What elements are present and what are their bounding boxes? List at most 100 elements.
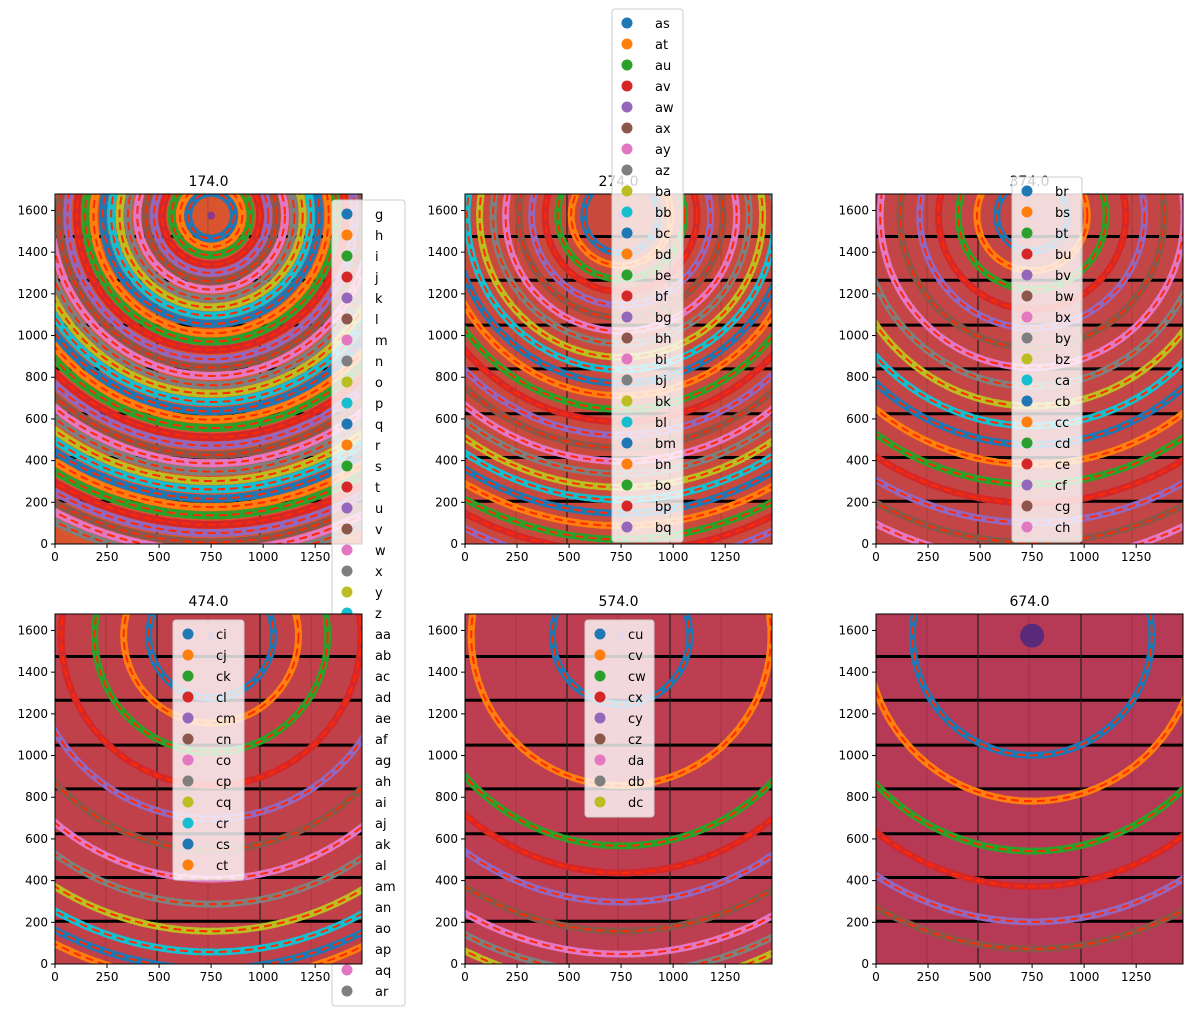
- legend-marker: [1021, 521, 1033, 533]
- y-tick-label: 1000: [427, 329, 458, 343]
- subplot-title: 174.0: [188, 174, 228, 190]
- ring-fit-overlay: [55, 298, 362, 395]
- legend-marker: [341, 460, 353, 472]
- y-tick-label: 1200: [17, 707, 48, 721]
- ring-fit-overlay: [530, 194, 712, 307]
- legend-label-ae: ae: [375, 712, 391, 727]
- y-tick-label: 1000: [17, 329, 48, 343]
- x-tick-label: 1250: [1121, 970, 1152, 984]
- legend-label-v: v: [375, 523, 383, 538]
- legend-marker: [182, 691, 194, 703]
- x-tick-label: 750: [610, 550, 633, 564]
- legend-marker: [341, 523, 353, 535]
- legend-label-cg: cg: [1055, 500, 1070, 515]
- y-tick-label: 200: [435, 495, 458, 509]
- y-tick-label: 1400: [17, 665, 48, 679]
- y-tick-label: 600: [435, 832, 458, 846]
- legend-marker: [341, 502, 353, 514]
- legend-marker: [1021, 332, 1033, 344]
- legend-label-cw: cw: [628, 670, 646, 685]
- legend-label-bb: bb: [655, 206, 672, 221]
- legend-label-bd: bd: [655, 248, 672, 263]
- legend-marker: [341, 208, 353, 220]
- legend-label-k: k: [375, 292, 383, 307]
- y-tick-label: 800: [846, 370, 869, 384]
- ring-fit-overlay: [975, 194, 1089, 272]
- y-tick-label: 400: [25, 454, 48, 468]
- legend-label-s: s: [375, 460, 382, 475]
- x-tick-label: 1000: [658, 550, 689, 564]
- legend-marker: [621, 437, 633, 449]
- y-tick-label: 1200: [838, 707, 869, 721]
- y-tick-label: 800: [435, 370, 458, 384]
- legend-label-aw: aw: [655, 101, 674, 116]
- legend-marker: [594, 733, 606, 745]
- ring-fit-overlay: [55, 909, 362, 953]
- ring-fit-overlay: [556, 194, 686, 281]
- legend-label-aj: aj: [375, 817, 387, 832]
- legend-marker: [341, 229, 353, 241]
- ring-fit-overlay: [504, 194, 738, 333]
- x-tick-label: 250: [506, 550, 529, 564]
- legend-label-bt: bt: [1055, 227, 1068, 242]
- legend-label-bm: bm: [655, 437, 676, 452]
- legend-marker: [341, 586, 353, 598]
- legend-marker: [182, 838, 194, 850]
- legend-marker: [1021, 374, 1033, 386]
- legend-label-bf: bf: [655, 290, 668, 305]
- legend-label-l: l: [375, 313, 379, 328]
- ring-fit-overlay: [55, 450, 362, 500]
- legend-marker: [621, 500, 633, 512]
- legend-label-cz: cz: [628, 733, 642, 748]
- legend-marker: [621, 164, 633, 176]
- x-tick-label: 250: [96, 550, 119, 564]
- x-tick-label: 250: [506, 970, 529, 984]
- legend-label-cp: cp: [216, 775, 231, 790]
- ring-fit-overlay: [957, 194, 1107, 291]
- legend-marker: [621, 38, 633, 50]
- legend-marker: [1021, 479, 1033, 491]
- legend-marker: [621, 416, 633, 428]
- legend-label-bw: bw: [1055, 290, 1074, 305]
- y-tick-label: 1200: [427, 287, 458, 301]
- legend-label-ai: ai: [375, 796, 387, 811]
- y-tick-label: 600: [846, 832, 869, 846]
- ring-fit-overlay: [55, 490, 362, 534]
- legend-label-ad: ad: [375, 691, 391, 706]
- subplot-6: 0 250 500 750 1000 1250 0 200 400 600 800 1000 1200 1…: [838, 594, 1184, 984]
- legend-marker: [621, 521, 633, 533]
- legend-frame: [1011, 176, 1083, 543]
- beam-center: [207, 211, 216, 220]
- legend-label-br: br: [1055, 185, 1069, 200]
- x-tick-label: 1250: [710, 550, 741, 564]
- axes-frame: [464, 613, 773, 965]
- y-tick-label: 1200: [838, 287, 869, 301]
- legend-label-x: x: [375, 565, 383, 580]
- legend-marker: [182, 859, 194, 871]
- legend-marker: [621, 185, 633, 197]
- ring-fit-overlay: [55, 315, 362, 403]
- legend-label-cm: cm: [216, 712, 236, 727]
- ring-cq: [55, 882, 362, 935]
- legend-marker: [341, 292, 353, 304]
- ring-fit-overlay: [170, 194, 252, 257]
- legend-marker: [182, 775, 194, 787]
- legend-label-u: u: [375, 502, 383, 517]
- y-tick-label: 200: [846, 915, 869, 929]
- legend-label-ah: ah: [375, 775, 391, 790]
- legend-label-bg: bg: [655, 311, 672, 326]
- legend-2: as at au av aw ax ay az ba bb bc bd be bf bg bh bi bj bk bl…: [611, 8, 684, 543]
- y-tick-label: 600: [25, 412, 48, 426]
- legend-label-bv: bv: [1055, 269, 1071, 284]
- beam-center: [1020, 623, 1045, 648]
- ring-fit-overlay: [55, 501, 362, 544]
- legend-label-bq: bq: [655, 521, 672, 536]
- ring-fit-overlay: [55, 428, 362, 482]
- legend-marker: [341, 397, 353, 409]
- x-tick-label: 750: [200, 970, 223, 984]
- legend-label-bp: bp: [655, 500, 672, 515]
- ring-af: [55, 391, 362, 459]
- x-tick-label: 750: [610, 970, 633, 984]
